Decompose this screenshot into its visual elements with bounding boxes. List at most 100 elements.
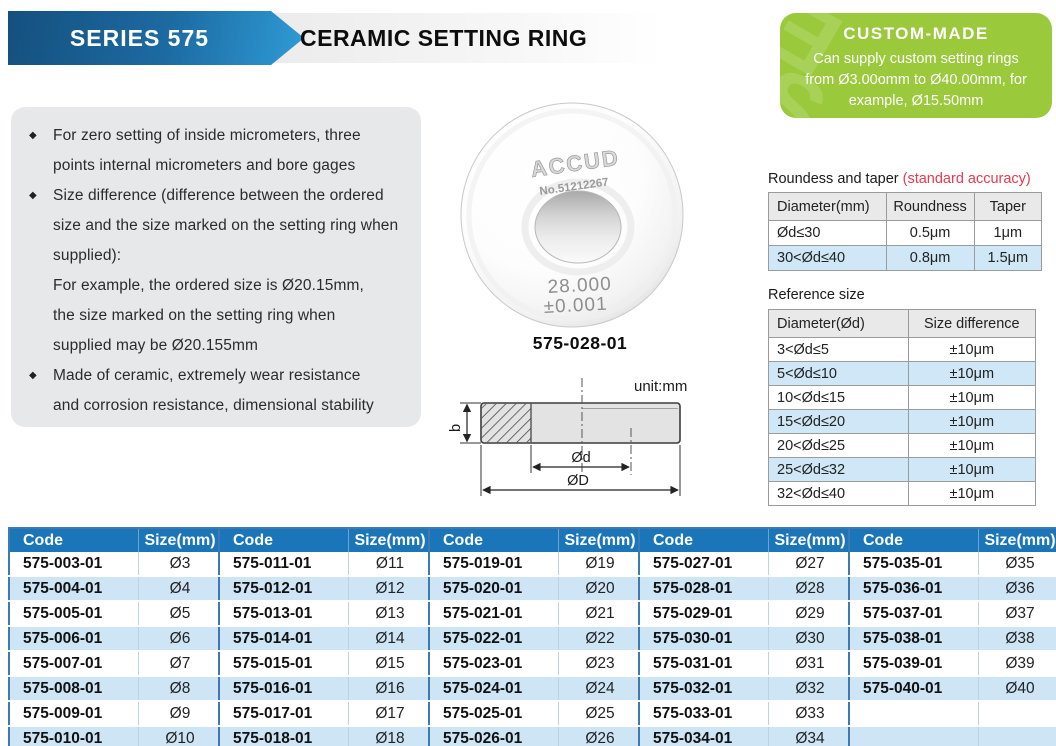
table-cell: 3<Ød≤5	[768, 337, 909, 362]
accuracy-table-title-text: Roundess and taper	[768, 171, 903, 187]
table-cell: 575-031-01	[639, 650, 769, 676]
column-header: Size(mm)	[768, 528, 852, 552]
table-row: 575-035-01 Ø35	[849, 552, 1056, 576]
table-cell: 575-023-01	[429, 650, 559, 676]
feature-text: supplied may be Ø20.155mm	[53, 337, 258, 354]
custom-made-line: from Ø3.00omm to Ø40.00mm, for	[805, 72, 1027, 88]
roundness-taper-table: Diameter(mm) Roundness Taper Ød≤30 0.5μm 1μm 3…	[768, 192, 1043, 271]
table-row: 575-030-01 Ø30	[639, 625, 852, 651]
table-cell: Ø3	[138, 552, 222, 576]
table-cell: 575-029-01	[639, 600, 769, 626]
table-cell: Ø37	[978, 600, 1056, 626]
feature-item: ◆ For zero setting of inside micrometers…	[29, 121, 421, 181]
table-row: 575-006-01 Ø6	[9, 625, 222, 651]
table-cell: Ø6	[138, 625, 222, 651]
column-header: Size(mm)	[138, 528, 222, 552]
table-cell: Ø31	[768, 650, 852, 676]
column-header: Roundness	[885, 192, 975, 221]
column-header: Code	[849, 528, 979, 552]
table-cell: 32<Ød≤40	[768, 481, 909, 506]
table-cell: 575-014-01	[219, 625, 349, 651]
size-table-1: Code Size(mm) 575-003-01 Ø3 575-004-01 Ø4 575-…	[8, 527, 223, 746]
table-cell: 575-039-01	[849, 650, 979, 676]
column-header: Diameter(Ød)	[768, 309, 909, 338]
table-cell	[978, 700, 1056, 726]
table-cell: Ø19	[558, 552, 642, 576]
column-header: Diameter(mm)	[768, 192, 887, 221]
table-row: 32<Ød≤40 ±10μm	[768, 481, 1037, 506]
table-cell: Ø4	[138, 575, 222, 601]
table-row: 575-023-01 Ø23	[429, 650, 642, 676]
column-header: Code	[219, 528, 349, 552]
table-cell: Ø32	[768, 675, 852, 701]
table-cell: Ød≤30	[768, 220, 887, 246]
table-cell: Ø17	[348, 700, 432, 726]
table-cell: ±10μm	[907, 433, 1037, 458]
table-cell: Ø22	[558, 625, 642, 651]
table-cell: Ø12	[348, 575, 432, 601]
table-row: 575-010-01 Ø10	[9, 725, 222, 746]
table-cell: Ø23	[558, 650, 642, 676]
table-cell: 575-028-01	[639, 575, 769, 601]
table-cell: 10<Ød≤15	[768, 385, 909, 410]
table-cell: 575-011-01	[219, 552, 349, 576]
table-cell: 575-010-01	[9, 725, 139, 746]
table-row: 575-024-01 Ø24	[429, 675, 642, 701]
column-header: Code	[429, 528, 559, 552]
table-row: 575-009-01 Ø9	[9, 700, 222, 726]
table-cell: Ø34	[768, 725, 852, 746]
table-cell: Ø15	[348, 650, 432, 676]
table-cell: Ø28	[768, 575, 852, 601]
table-cell: Ø9	[138, 700, 222, 726]
table-row: 575-005-01 Ø5	[9, 600, 222, 626]
column-header: Size(mm)	[978, 528, 1056, 552]
accuracy-table-title-accent: (standard accuracy)	[902, 171, 1031, 187]
size-table-3: Code Size(mm) 575-019-01 Ø19 575-020-01 Ø20 57…	[428, 527, 643, 746]
table-cell: Ø26	[558, 725, 642, 746]
table-cell: 0.5μm	[885, 220, 975, 246]
table-cell	[978, 725, 1056, 746]
diamond-bullet-icon: ◆	[29, 130, 37, 141]
table-row: 15<Ød≤20 ±10μm	[768, 409, 1037, 434]
table-row: 10<Ød≤15 ±10μm	[768, 385, 1037, 410]
table-cell: 575-003-01	[9, 552, 139, 576]
table-cell: ±10μm	[907, 481, 1037, 506]
table-row: 575-021-01 Ø21	[429, 600, 642, 626]
table-row: 575-003-01 Ø3	[9, 552, 222, 576]
unit-label: unit:mm	[634, 378, 687, 395]
feature-item: ◆ Size difference (difference between th…	[29, 181, 421, 361]
table-cell: 575-015-01	[219, 650, 349, 676]
header-row: Code Size(mm)	[9, 528, 222, 552]
table-cell: Ø27	[768, 552, 852, 576]
table-row: 575-026-01 Ø26	[429, 725, 642, 746]
table-row: 575-033-01 Ø33	[639, 700, 852, 726]
table-row: 575-013-01 Ø13	[219, 600, 432, 626]
table-cell: ±10μm	[907, 409, 1037, 434]
header-row: Code Size(mm)	[219, 528, 432, 552]
header-row: Code Size(mm)	[429, 528, 642, 552]
column-header: Code	[639, 528, 769, 552]
table-cell: ±10μm	[907, 337, 1037, 362]
header-row: Diameter(Ød) Size difference	[768, 309, 1037, 338]
table-row: 575-032-01 Ø32	[639, 675, 852, 701]
table-row	[849, 700, 1056, 726]
table-cell: 575-018-01	[219, 725, 349, 746]
table-cell: Ø8	[138, 675, 222, 701]
header-row: Code Size(mm)	[639, 528, 852, 552]
feature-text: points internal micrometers and bore gag…	[53, 157, 356, 174]
table-cell: 575-036-01	[849, 575, 979, 601]
series-label: SERIES 575	[69, 25, 210, 51]
table-row: 575-007-01 Ø7	[9, 650, 222, 676]
table-cell: 575-020-01	[429, 575, 559, 601]
size-engraving: 28.000	[547, 274, 612, 298]
features-box: ◆ For zero setting of inside micrometers…	[11, 107, 421, 427]
custom-made-box: Ǝ S CUSTOM-MADE Can supply custom settin…	[780, 13, 1052, 118]
table-cell: 575-006-01	[9, 625, 139, 651]
size-table-5: Code Size(mm) 575-035-01 Ø35 575-036-01 Ø36 57…	[848, 527, 1056, 746]
table-cell: 5<Ød≤10	[768, 361, 909, 386]
table-row: 575-018-01 Ø18	[219, 725, 432, 746]
table-row: 575-016-01 Ø16	[219, 675, 432, 701]
table-cell: 575-008-01	[9, 675, 139, 701]
header-row: Code Size(mm)	[849, 528, 1056, 552]
